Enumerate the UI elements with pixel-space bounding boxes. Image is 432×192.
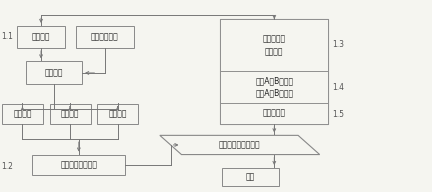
FancyBboxPatch shape xyxy=(220,103,328,124)
Text: 1.3: 1.3 xyxy=(332,40,344,49)
Text: 结束: 结束 xyxy=(246,173,255,182)
Text: 建立局所: 建立局所 xyxy=(45,68,63,77)
Text: 建立区域: 建立区域 xyxy=(32,32,50,41)
FancyBboxPatch shape xyxy=(76,26,134,48)
Text: 生成接续点: 生成接续点 xyxy=(263,109,286,118)
Text: 1.5: 1.5 xyxy=(332,110,344,119)
FancyBboxPatch shape xyxy=(220,19,328,124)
FancyBboxPatch shape xyxy=(97,104,138,124)
Text: 建立机房: 建立机房 xyxy=(13,109,32,118)
FancyBboxPatch shape xyxy=(220,71,328,103)
FancyBboxPatch shape xyxy=(50,104,91,124)
Text: 上传，保存图层数据: 上传，保存图层数据 xyxy=(219,141,260,149)
FancyBboxPatch shape xyxy=(222,168,279,186)
Text: 新建光缆段
生成纤芯: 新建光缆段 生成纤芯 xyxy=(263,34,286,56)
Text: 建立界标间的关联: 建立界标间的关联 xyxy=(60,160,97,169)
FancyBboxPatch shape xyxy=(32,155,125,175)
Text: 建立A、B端设备
建立A、B端用户: 建立A、B端设备 建立A、B端用户 xyxy=(255,76,293,98)
FancyBboxPatch shape xyxy=(220,19,328,71)
Text: 建立人井: 建立人井 xyxy=(61,109,79,118)
Text: 1.2: 1.2 xyxy=(1,162,13,170)
Text: 建立其它界标: 建立其它界标 xyxy=(91,32,119,41)
Polygon shape xyxy=(160,135,320,155)
Text: 建立杆路: 建立杆路 xyxy=(108,109,127,118)
FancyBboxPatch shape xyxy=(26,61,82,84)
FancyBboxPatch shape xyxy=(2,104,43,124)
Text: 1.4: 1.4 xyxy=(332,83,344,92)
Text: 1.1: 1.1 xyxy=(1,32,13,41)
FancyBboxPatch shape xyxy=(17,26,65,48)
